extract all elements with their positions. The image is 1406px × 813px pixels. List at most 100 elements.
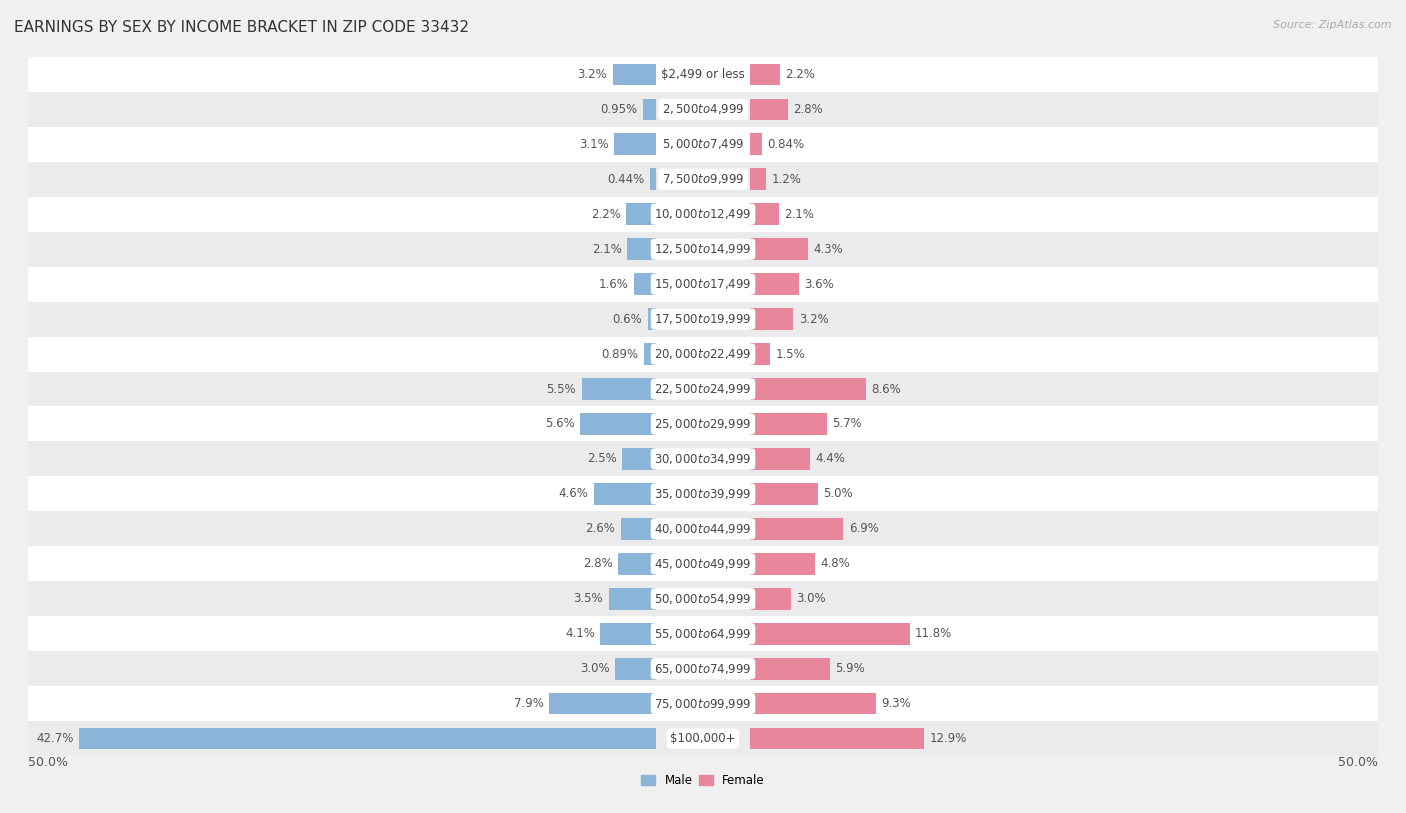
Text: $20,000 to $22,499: $20,000 to $22,499 (654, 347, 752, 361)
Text: 0.95%: 0.95% (600, 103, 637, 115)
Bar (751, 238, 808, 260)
Bar (619, 553, 655, 575)
Bar (550, 693, 655, 715)
Text: $12,500 to $14,999: $12,500 to $14,999 (654, 242, 752, 256)
Text: $2,500 to $4,999: $2,500 to $4,999 (662, 102, 744, 116)
Bar (643, 98, 655, 120)
Bar (751, 693, 876, 715)
Bar (28, 441, 1378, 476)
Text: 4.8%: 4.8% (821, 558, 851, 570)
Bar (28, 476, 1378, 511)
Bar (644, 343, 655, 365)
Bar (751, 518, 844, 540)
Legend: Male, Female: Male, Female (637, 770, 769, 792)
Text: 0.6%: 0.6% (613, 313, 643, 325)
Bar (627, 238, 655, 260)
Text: $5,000 to $7,499: $5,000 to $7,499 (662, 137, 744, 151)
Text: 3.2%: 3.2% (578, 68, 607, 80)
Bar (751, 273, 799, 295)
Text: $100,000+: $100,000+ (671, 733, 735, 745)
Text: 2.1%: 2.1% (785, 208, 814, 220)
Bar (28, 302, 1378, 337)
Bar (751, 483, 818, 505)
Bar (626, 203, 655, 225)
Bar (28, 267, 1378, 302)
Text: 2.1%: 2.1% (592, 243, 621, 255)
Bar (582, 378, 655, 400)
Text: 2.6%: 2.6% (585, 523, 616, 535)
Bar (614, 133, 655, 155)
Bar (28, 232, 1378, 267)
Text: 3.2%: 3.2% (799, 313, 828, 325)
Text: $22,500 to $24,999: $22,500 to $24,999 (654, 382, 752, 396)
Bar (593, 483, 655, 505)
Text: 2.5%: 2.5% (586, 453, 617, 465)
Bar (621, 448, 655, 470)
Text: $40,000 to $44,999: $40,000 to $44,999 (654, 522, 752, 536)
Text: 3.0%: 3.0% (581, 663, 610, 675)
Text: 3.0%: 3.0% (796, 593, 825, 605)
Text: 5.5%: 5.5% (547, 383, 576, 395)
Text: 5.0%: 5.0% (823, 488, 853, 500)
Text: 3.6%: 3.6% (804, 278, 834, 290)
Bar (28, 581, 1378, 616)
Text: 4.1%: 4.1% (565, 628, 595, 640)
Text: 4.3%: 4.3% (814, 243, 844, 255)
Text: 50.0%: 50.0% (28, 756, 67, 769)
Bar (751, 63, 780, 85)
Bar (28, 57, 1378, 92)
Text: 5.9%: 5.9% (835, 663, 865, 675)
Bar (620, 518, 655, 540)
Bar (751, 553, 815, 575)
Text: 3.5%: 3.5% (574, 593, 603, 605)
Bar (648, 308, 655, 330)
Bar (751, 308, 793, 330)
Text: 8.6%: 8.6% (872, 383, 901, 395)
Text: 2.2%: 2.2% (591, 208, 620, 220)
Text: $30,000 to $34,999: $30,000 to $34,999 (654, 452, 752, 466)
Bar (751, 133, 762, 155)
Bar (28, 162, 1378, 197)
Text: 6.9%: 6.9% (849, 523, 879, 535)
Text: 0.84%: 0.84% (768, 138, 804, 150)
Text: $35,000 to $39,999: $35,000 to $39,999 (654, 487, 752, 501)
Text: EARNINGS BY SEX BY INCOME BRACKET IN ZIP CODE 33432: EARNINGS BY SEX BY INCOME BRACKET IN ZIP… (14, 20, 470, 35)
Text: 2.8%: 2.8% (793, 103, 823, 115)
Bar (751, 203, 779, 225)
Bar (650, 168, 655, 190)
Text: $10,000 to $12,499: $10,000 to $12,499 (654, 207, 752, 221)
Bar (751, 588, 790, 610)
Bar (28, 546, 1378, 581)
Bar (28, 651, 1378, 686)
Text: 5.7%: 5.7% (832, 418, 862, 430)
Text: 1.2%: 1.2% (772, 173, 801, 185)
Bar (616, 658, 655, 680)
Text: $75,000 to $99,999: $75,000 to $99,999 (654, 697, 752, 711)
Text: 7.9%: 7.9% (513, 698, 544, 710)
Text: $15,000 to $17,499: $15,000 to $17,499 (654, 277, 752, 291)
Text: Source: ZipAtlas.com: Source: ZipAtlas.com (1274, 20, 1392, 30)
Bar (28, 406, 1378, 441)
Text: $17,500 to $19,999: $17,500 to $19,999 (654, 312, 752, 326)
Bar (751, 658, 830, 680)
Bar (28, 337, 1378, 372)
Text: 12.9%: 12.9% (929, 733, 967, 745)
Bar (28, 686, 1378, 721)
Bar (79, 728, 655, 750)
Text: $55,000 to $64,999: $55,000 to $64,999 (654, 627, 752, 641)
Text: $50,000 to $54,999: $50,000 to $54,999 (654, 592, 752, 606)
Bar (28, 92, 1378, 127)
Bar (28, 511, 1378, 546)
Bar (634, 273, 655, 295)
Text: $65,000 to $74,999: $65,000 to $74,999 (654, 662, 752, 676)
Text: 4.6%: 4.6% (558, 488, 588, 500)
Bar (751, 728, 924, 750)
Text: 42.7%: 42.7% (37, 733, 75, 745)
Text: $7,500 to $9,999: $7,500 to $9,999 (662, 172, 744, 186)
Text: 1.5%: 1.5% (776, 348, 806, 360)
Bar (609, 588, 655, 610)
Text: 3.1%: 3.1% (579, 138, 609, 150)
Text: 11.8%: 11.8% (915, 628, 952, 640)
Text: 1.6%: 1.6% (599, 278, 628, 290)
Bar (751, 168, 766, 190)
